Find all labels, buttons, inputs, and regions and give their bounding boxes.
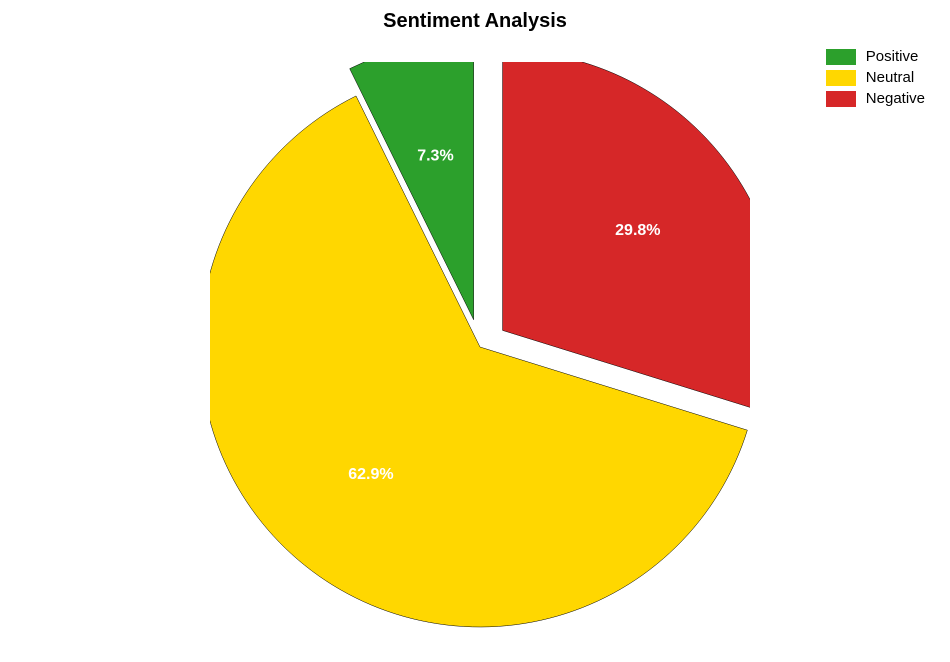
slice-label-positive: 7.3%: [417, 147, 453, 164]
chart-title: Sentiment Analysis: [383, 10, 567, 33]
legend-item-negative: Negative: [826, 90, 925, 107]
legend-item-neutral: Neutral: [826, 69, 925, 86]
slice-label-neutral: 62.9%: [348, 466, 393, 483]
legend-swatch: [826, 70, 856, 86]
legend-label: Neutral: [866, 69, 914, 86]
legend-swatch: [826, 91, 856, 107]
slice-label-negative: 29.8%: [615, 222, 660, 239]
legend-swatch: [826, 49, 856, 65]
pie-chart-container: Sentiment Analysis 7.3% 62.9% 29.8% Positi…: [0, 0, 950, 662]
legend-item-positive: Positive: [826, 48, 925, 65]
chart-legend: Positive Neutral Negative: [826, 48, 925, 111]
legend-label: Positive: [866, 48, 919, 65]
pie-chart-svg: 7.3% 62.9% 29.8%: [210, 62, 750, 642]
legend-label: Negative: [866, 90, 925, 107]
